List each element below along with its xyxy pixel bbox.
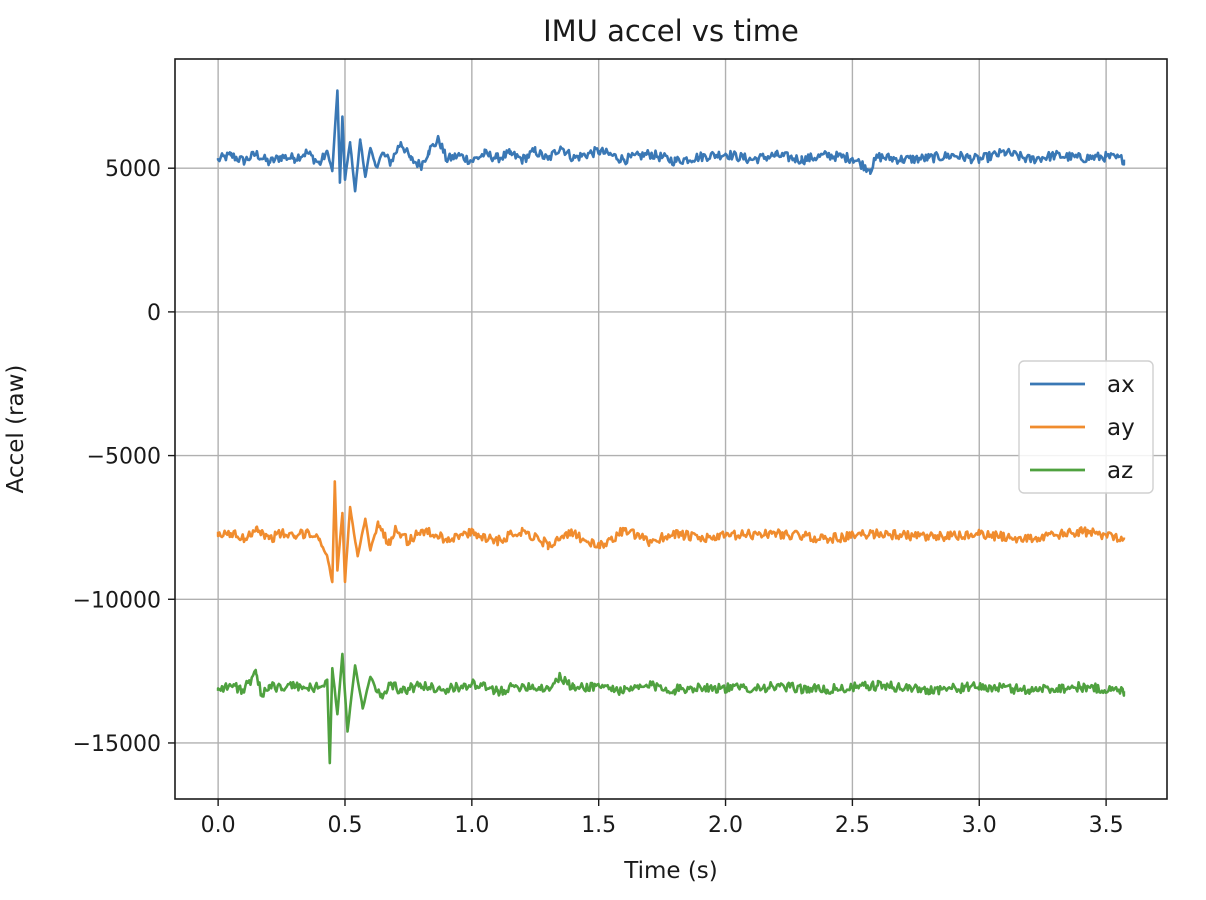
y-tick-label: −5000 [87, 445, 161, 470]
x-tick-label: 0.5 [327, 813, 362, 838]
chart-title: IMU accel vs time [543, 14, 799, 48]
x-tick-label: 2.5 [835, 813, 870, 838]
series-layer [216, 89, 1126, 765]
series-line-ay [216, 480, 1126, 584]
y-tick-label: 5000 [105, 157, 161, 182]
series-line-az [216, 652, 1126, 765]
ticks: 0.0 0.5 1.0 1.5 2.0 2.5 3.0 3.5 5000 0 −5000 −10000… [73, 157, 1124, 838]
x-tick-label: 3.5 [1089, 813, 1124, 838]
plot-frame [174, 58, 1168, 800]
x-tick-label: 1.5 [581, 813, 616, 838]
legend-label-ay: ay [1107, 415, 1135, 441]
x-axis-title: Time (s) [623, 858, 718, 884]
grid [175, 59, 1167, 799]
x-tick-label: 0.0 [201, 813, 236, 838]
x-tick-label: 2.0 [708, 813, 743, 838]
legend-label-az: az [1107, 458, 1133, 484]
y-tick-label: −15000 [73, 732, 161, 757]
y-tick-label: −10000 [73, 588, 161, 613]
series-line-ax [216, 89, 1126, 193]
legend: ax ay az [1018, 360, 1154, 494]
x-tick-label: 1.0 [454, 813, 489, 838]
x-tick-label: 3.0 [962, 813, 997, 838]
y-axis-title: Accel (raw) [3, 365, 29, 494]
legend-box [1018, 360, 1154, 494]
legend-label-ax: ax [1107, 372, 1135, 398]
y-tick-label: 0 [147, 301, 161, 326]
